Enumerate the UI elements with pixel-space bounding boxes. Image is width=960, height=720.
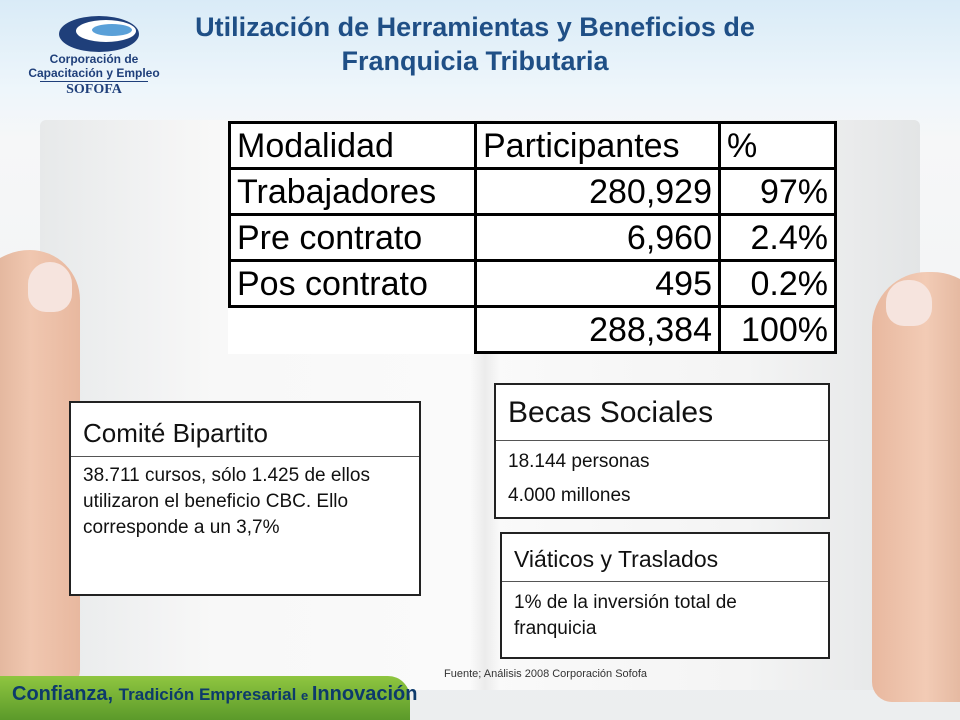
header-cell-participantes: Participantes xyxy=(474,121,721,170)
cell-participantes: 6,960 xyxy=(474,213,721,262)
comite-title: Comité Bipartito xyxy=(71,403,419,457)
table-header-row: Modalidad Participantes % xyxy=(228,121,837,170)
header-cell-percent: % xyxy=(718,121,837,170)
slogan-part-tradicion: Tradición Empresarial xyxy=(118,685,302,704)
becas-body: 18.144 personas 4.000 millones xyxy=(496,441,828,517)
participants-table: Modalidad Participantes % Trabajadores 2… xyxy=(228,121,837,354)
slogan-part-e: e xyxy=(301,688,312,703)
comite-bipartito-box: Comité Bipartito 38.711 cursos, sólo 1.4… xyxy=(69,401,421,596)
logo-line-3: SOFOFA xyxy=(66,82,122,97)
cell-percent: 97% xyxy=(718,167,837,216)
cell-participantes: 495 xyxy=(474,259,721,308)
right-hand-image xyxy=(872,272,960,702)
table-row: Pre contrato 6,960 2.4% xyxy=(228,213,837,262)
viaticos-body: 1% de la inversión total de franquicia xyxy=(514,592,737,639)
becas-sociales-box: Becas Sociales 18.144 personas 4.000 mil… xyxy=(494,383,830,519)
viaticos-title: Viáticos y Traslados xyxy=(502,534,828,582)
left-hand-image xyxy=(0,250,80,690)
logo-emblem-icon xyxy=(59,16,139,52)
cell-modalidad: Pos contrato xyxy=(228,259,477,308)
table-total-row: 288,384 100% xyxy=(230,305,837,354)
logo-line-1: Corporación de xyxy=(49,52,139,66)
cell-modalidad: Trabajadores xyxy=(228,167,477,216)
cell-participantes: 280,929 xyxy=(474,167,721,216)
right-thumbnail xyxy=(886,280,932,326)
cell-percent: 2.4% xyxy=(718,213,837,262)
becas-line-personas: 18.144 personas xyxy=(508,451,650,472)
becas-title: Becas Sociales xyxy=(496,385,828,441)
header-cell-modalidad: Modalidad xyxy=(228,121,477,170)
footer-bar xyxy=(0,676,410,720)
cell-modalidad: Pre contrato xyxy=(228,213,477,262)
slide-title: Utilización de Herramientas y Beneficios… xyxy=(195,12,755,76)
becas-line-millones: 4.000 millones xyxy=(508,485,631,506)
table-row: Pos contrato 495 0.2% xyxy=(228,259,837,308)
total-blank-cell xyxy=(230,307,476,353)
logo-line-2: Capacitación y Empleo xyxy=(28,66,160,80)
viaticos-box: Viáticos y Traslados 1% de la inversión … xyxy=(500,532,830,659)
table-row: Trabajadores 280,929 97% xyxy=(228,167,837,216)
cell-percent: 0.2% xyxy=(718,259,837,308)
total-participantes: 288,384 xyxy=(474,305,721,354)
logo-divider xyxy=(40,81,148,82)
source-note: Fuente; Análisis 2008 Corporación Sofofa xyxy=(444,668,648,680)
footer-slogan: Confianza, Tradición Empresarial e Innov… xyxy=(12,683,417,706)
comite-body: 38.711 cursos, sólo 1.425 de ellos utili… xyxy=(83,465,370,538)
slogan-part-confianza: Confianza, xyxy=(12,683,119,705)
total-percent: 100% xyxy=(718,305,837,354)
logo: Corporación de Capacitación y Empleo SOF… xyxy=(14,8,174,100)
left-thumbnail xyxy=(28,262,72,312)
slogan-part-innovacion: Innovación xyxy=(311,683,418,705)
